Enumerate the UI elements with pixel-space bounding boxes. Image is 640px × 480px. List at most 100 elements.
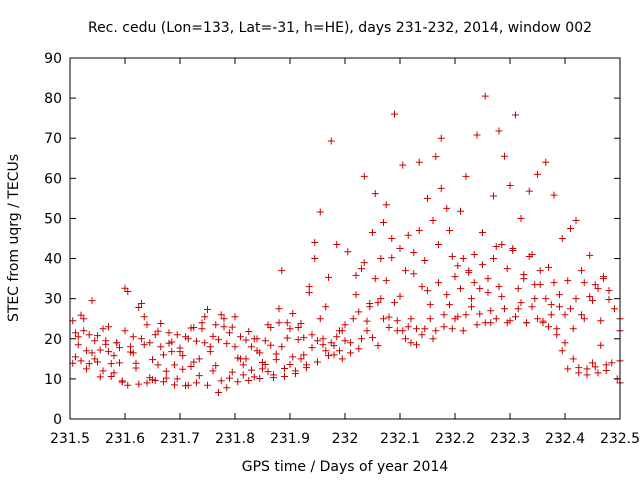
data-point: [385, 324, 393, 332]
data-point: [132, 359, 140, 367]
data-point: [539, 319, 547, 327]
data-point: [118, 378, 126, 386]
chart-title: Rec. cedu (Lon=133, Lat=-31, h=HE), days…: [88, 20, 592, 36]
x-tick-label: 231.8: [215, 431, 255, 447]
data-point: [501, 305, 508, 313]
data-point: [597, 317, 605, 325]
data-point: [451, 273, 459, 281]
data-point: [171, 361, 178, 369]
data-point: [567, 305, 574, 313]
data-point: [448, 325, 456, 333]
data-point: [124, 381, 132, 389]
data-point: [278, 343, 286, 351]
x-axis: 231.5 231.6 231.7 231.8 231.9 232 232.1 232.2 23…: [50, 58, 640, 447]
data-point: [404, 231, 412, 239]
data-point: [283, 319, 291, 327]
data-point: [520, 275, 528, 283]
data-point: [308, 331, 316, 339]
data-point: [468, 295, 475, 303]
data-point: [498, 293, 506, 301]
data-point: [426, 301, 434, 309]
data-point: [286, 325, 294, 333]
y-axis: 0 10 20 30 40 50 60 70 80 90: [44, 51, 620, 428]
data-point: [424, 194, 431, 202]
data-point: [242, 355, 250, 363]
data-point: [250, 373, 258, 381]
data-point: [314, 358, 321, 366]
data-point: [556, 303, 563, 311]
data-point: [512, 111, 519, 119]
data-point: [462, 311, 470, 319]
data-point: [264, 368, 272, 376]
data-point: [220, 315, 228, 323]
data-point: [206, 348, 214, 356]
data-point: [195, 355, 203, 363]
data-point: [248, 343, 255, 351]
data-point: [492, 243, 500, 251]
data-point: [358, 265, 365, 273]
data-point: [448, 253, 456, 261]
data-point: [96, 346, 104, 354]
data-point: [228, 368, 236, 376]
data-point: [80, 327, 88, 335]
data-point: [316, 315, 324, 323]
data-point: [446, 226, 453, 234]
data-point: [305, 283, 313, 291]
y-tick-label: 50: [44, 211, 62, 227]
data-point: [498, 241, 506, 249]
data-point: [407, 315, 415, 323]
data-point: [421, 257, 429, 265]
y-tick-label: 80: [44, 91, 62, 107]
data-point: [116, 344, 123, 352]
data-point: [440, 311, 448, 319]
y-tick-label: 60: [44, 171, 62, 187]
data-point: [173, 375, 181, 383]
data-point: [105, 348, 112, 356]
data-point: [407, 339, 415, 347]
data-point: [369, 228, 376, 236]
data-point: [220, 323, 228, 331]
data-point: [107, 360, 115, 368]
data-point: [94, 358, 101, 366]
data-point: [589, 359, 596, 367]
data-point: [168, 348, 176, 356]
data-point: [215, 389, 222, 397]
data-point: [237, 333, 244, 341]
data-point: [77, 311, 85, 319]
data-point: [303, 361, 310, 369]
data-point: [594, 285, 602, 293]
data-point: [484, 289, 492, 297]
data-point: [157, 343, 165, 351]
data-point: [534, 315, 541, 323]
data-point: [580, 315, 588, 323]
data-point: [300, 351, 308, 359]
data-point: [413, 325, 420, 333]
data-point: [223, 384, 231, 392]
data-point: [127, 348, 134, 356]
data-point: [402, 267, 409, 275]
data-point: [110, 352, 118, 360]
data-point: [143, 321, 151, 329]
data-point: [195, 372, 203, 380]
data-point: [360, 172, 368, 180]
data-point: [388, 235, 396, 242]
data-point: [495, 127, 503, 135]
data-point: [121, 327, 129, 335]
data-point: [105, 323, 112, 331]
data-point: [363, 317, 371, 325]
y-tick-label: 40: [44, 252, 62, 268]
data-point: [525, 253, 533, 261]
data-point: [173, 331, 181, 339]
data-point: [99, 325, 107, 333]
data-point: [311, 255, 319, 263]
data-point: [545, 263, 552, 271]
data-point: [558, 347, 566, 355]
data-point: [256, 374, 264, 382]
data-point: [107, 372, 115, 380]
data-point: [338, 355, 346, 363]
data-point: [517, 214, 525, 222]
data-point: [143, 379, 151, 387]
data-point: [88, 349, 96, 357]
